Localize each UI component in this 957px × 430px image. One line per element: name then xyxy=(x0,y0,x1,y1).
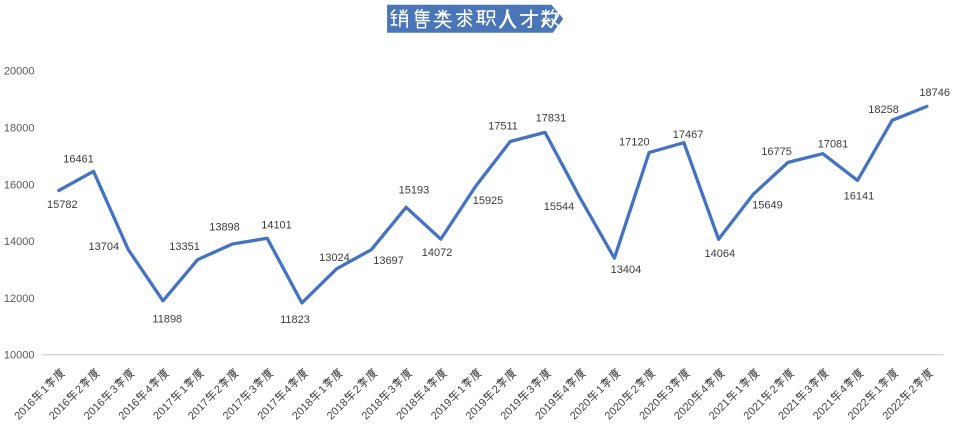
svg-text:17831: 17831 xyxy=(536,112,567,124)
svg-text:17511: 17511 xyxy=(488,121,518,133)
svg-text:11898: 11898 xyxy=(152,314,182,326)
svg-text:11823: 11823 xyxy=(280,314,310,326)
svg-text:15193: 15193 xyxy=(399,185,430,197)
svg-text:10000: 10000 xyxy=(4,350,35,362)
svg-text:13351: 13351 xyxy=(169,241,200,253)
svg-text:15544: 15544 xyxy=(544,201,575,213)
svg-text:13024: 13024 xyxy=(319,252,350,264)
svg-text:14101: 14101 xyxy=(261,220,292,232)
svg-text:13697: 13697 xyxy=(373,255,404,267)
svg-text:15649: 15649 xyxy=(752,200,783,212)
svg-text:17120: 17120 xyxy=(619,137,650,149)
svg-text:15925: 15925 xyxy=(473,195,504,207)
svg-text:14072: 14072 xyxy=(422,247,453,259)
svg-text:12000: 12000 xyxy=(4,293,35,305)
svg-text:15782: 15782 xyxy=(47,199,78,211)
svg-text:14000: 14000 xyxy=(4,236,35,248)
svg-text:13404: 13404 xyxy=(611,264,642,276)
svg-text:14064: 14064 xyxy=(705,248,736,260)
svg-text:20000: 20000 xyxy=(4,66,35,78)
svg-text:16461: 16461 xyxy=(63,153,94,165)
svg-text:16000: 16000 xyxy=(4,179,35,191)
svg-text:16775: 16775 xyxy=(761,146,792,158)
svg-text:17467: 17467 xyxy=(673,129,704,141)
svg-text:18258: 18258 xyxy=(868,104,899,116)
svg-text:13704: 13704 xyxy=(89,241,120,253)
svg-text:18000: 18000 xyxy=(4,123,35,135)
svg-text:16141: 16141 xyxy=(844,190,875,202)
svg-text:13898: 13898 xyxy=(209,221,240,233)
svg-text:17081: 17081 xyxy=(818,138,849,150)
svg-text:18746: 18746 xyxy=(919,87,950,99)
